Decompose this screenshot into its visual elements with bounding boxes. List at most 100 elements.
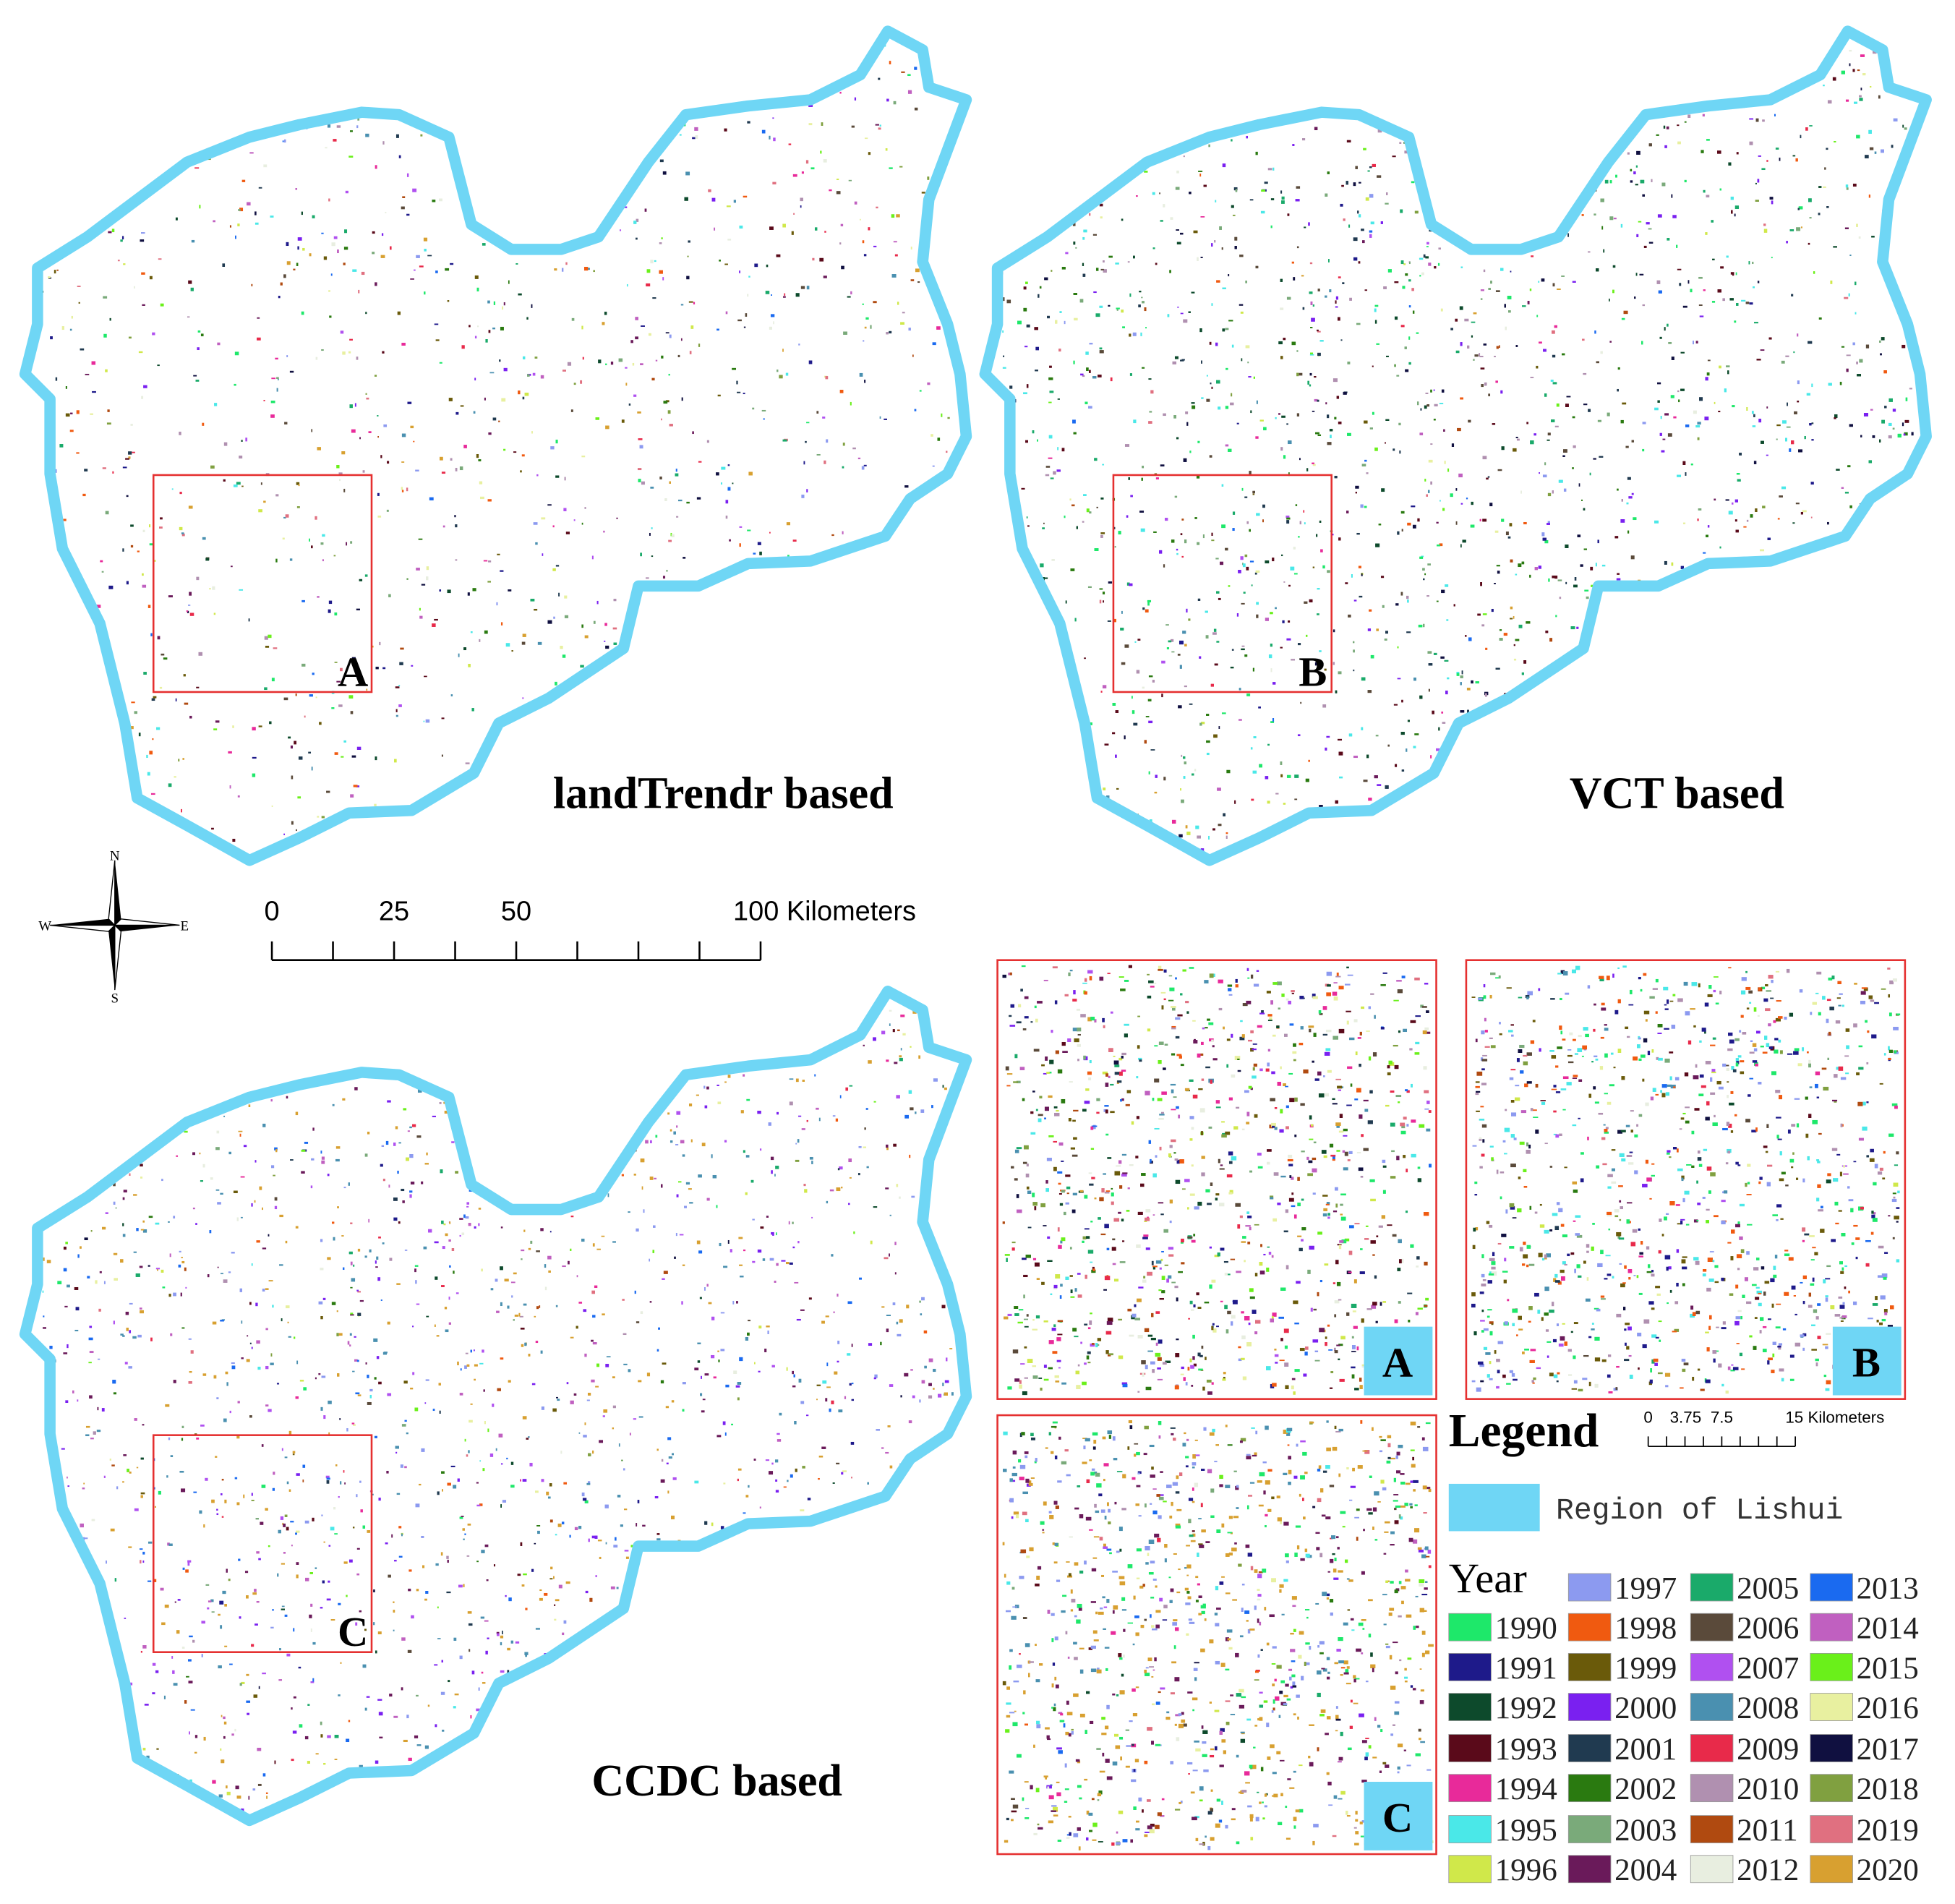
change-pixel: [111, 229, 115, 233]
change-pixel: [900, 1395, 902, 1398]
change-pixel: [132, 1336, 137, 1339]
change-pixel: [696, 1094, 699, 1096]
change-pixel: [395, 714, 398, 717]
change-pixel: [753, 552, 756, 555]
change-pixel: [1488, 393, 1491, 396]
change-pixel: [937, 1393, 942, 1398]
change-pixel: [327, 1174, 330, 1177]
change-pixel: [839, 1095, 842, 1098]
change-pixel: [932, 342, 936, 346]
change-pixel: [1309, 599, 1313, 603]
change-pixel: [1300, 701, 1302, 704]
change-pixel: [671, 534, 675, 537]
change-pixel: [106, 1561, 107, 1564]
change-pixel: [1283, 803, 1286, 805]
change-pixel: [1213, 734, 1218, 738]
change-pixel: [1879, 340, 1881, 343]
compass-arrow: [108, 860, 116, 927]
change-pixel: [1267, 801, 1270, 804]
change-pixel: [636, 218, 639, 222]
change-pixel: [268, 1280, 273, 1282]
change-pixel: [793, 1374, 795, 1378]
change-pixel: [1183, 458, 1187, 462]
change-pixel: [340, 667, 343, 672]
change-pixel: [492, 1404, 495, 1407]
change-pixel: [353, 1424, 356, 1426]
change-pixel: [213, 728, 218, 730]
change-pixel: [1839, 381, 1842, 385]
change-pixel: [875, 124, 879, 126]
change-pixel: [1393, 704, 1398, 706]
change-pixel: [1494, 356, 1496, 358]
change-pixel: [605, 363, 607, 366]
change-pixel: [1515, 573, 1518, 576]
change-pixel: [686, 276, 690, 280]
change-pixel: [257, 317, 260, 319]
change-pixel: [1045, 474, 1050, 477]
change-pixel: [1153, 531, 1157, 533]
change-pixel: [67, 1284, 70, 1288]
change-pixel: [128, 451, 132, 455]
change-pixel: [239, 1288, 243, 1292]
change-pixel: [268, 1234, 270, 1237]
change-pixel: [889, 1009, 892, 1012]
change-pixel: [441, 754, 443, 757]
change-pixel: [181, 1647, 185, 1649]
change-pixel: [373, 1338, 378, 1342]
change-pixel: [212, 1321, 217, 1325]
change-pixel: [365, 1362, 367, 1365]
change-pixel: [580, 665, 584, 668]
change-pixel: [1464, 318, 1469, 322]
change-pixel: [1357, 210, 1359, 214]
change-pixel: [1103, 1289, 1107, 1291]
change-pixel: [789, 1262, 793, 1265]
change-pixel: [670, 1515, 675, 1520]
change-pixel: [1460, 503, 1463, 505]
change-pixel: [946, 1357, 948, 1362]
change-pixel: [401, 1533, 403, 1537]
compass-label: N: [110, 849, 120, 864]
change-pixel: [447, 1482, 451, 1486]
change-pixel: [1103, 269, 1107, 273]
change-pixel: [1400, 260, 1404, 265]
change-pixel: [1016, 1080, 1021, 1084]
change-pixel: [944, 1380, 949, 1383]
change-pixel: [861, 466, 865, 470]
change-pixel: [1766, 454, 1768, 456]
change-pixel: [803, 461, 805, 465]
change-pixel: [671, 1400, 675, 1403]
change-pixel: [914, 409, 917, 411]
change-pixel: [1482, 456, 1487, 460]
change-pixel: [1622, 402, 1627, 405]
change-pixel: [1293, 573, 1298, 575]
change-pixel: [836, 191, 841, 195]
change-pixel: [1370, 221, 1374, 225]
change-pixel: [1254, 572, 1257, 575]
change-pixel: [1208, 835, 1210, 840]
change-pixel: [1332, 662, 1335, 665]
change-pixel: [1695, 424, 1701, 428]
change-pixel: [752, 1218, 755, 1221]
change-pixel: [1285, 998, 1289, 1001]
change-pixel: [711, 1354, 715, 1359]
change-pixel: [1657, 400, 1660, 403]
change-pixel: [425, 1379, 429, 1381]
change-pixel: [299, 1724, 303, 1728]
change-pixel: [920, 1109, 925, 1113]
change-pixel: [1310, 327, 1313, 328]
change-pixel: [1249, 560, 1254, 563]
change-pixel: [1380, 576, 1385, 579]
change-pixel: [223, 1279, 228, 1283]
change-pixel: [1221, 247, 1223, 250]
change-pixel: [1274, 1107, 1278, 1109]
change-pixel: [322, 1580, 325, 1584]
change-pixel: [90, 1438, 94, 1440]
change-pixel: [1363, 148, 1366, 150]
change-pixel: [1479, 353, 1481, 357]
change-pixel: [1852, 342, 1855, 346]
change-pixel: [1248, 376, 1252, 378]
change-pixel: [451, 1141, 455, 1143]
change-pixel: [1082, 375, 1085, 377]
change-pixel: [488, 432, 492, 435]
